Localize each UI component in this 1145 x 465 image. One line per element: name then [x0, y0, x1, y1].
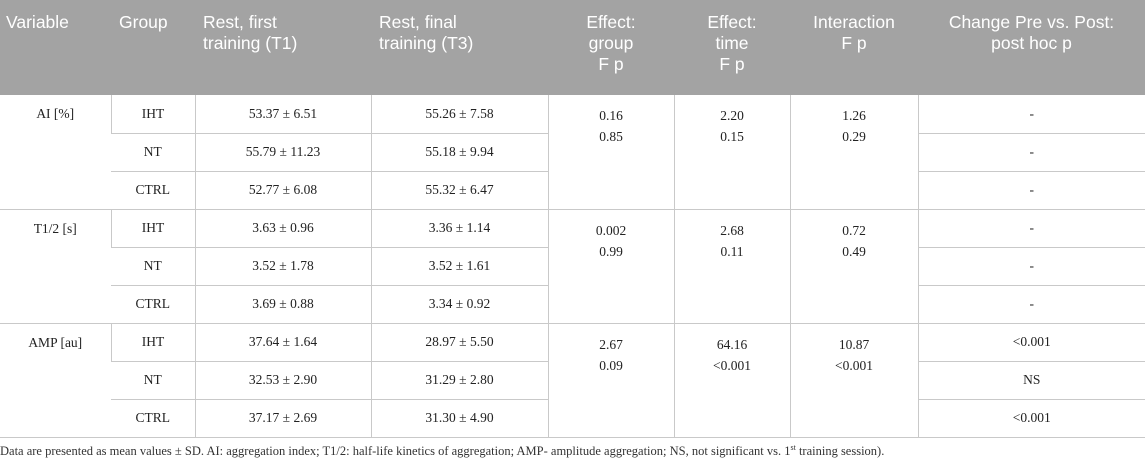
t3-cell: 28.97 ± 5.50 — [370, 323, 548, 362]
header-row: Variable Group Rest, first training (T1)… — [0, 0, 1145, 95]
interaction-cell: 1.26 0.29 — [789, 95, 918, 210]
footnote-superscript: st — [790, 443, 796, 452]
table-row: CTRL 3.69 ± 0.88 3.34 ± 0.92 - — [0, 285, 1145, 324]
group-effect-cell: 0.002 0.99 — [547, 209, 674, 324]
posthoc-cell: - — [917, 171, 1145, 210]
table-row: AI [%] IHT 53.37 ± 6.51 55.26 ± 7.58 0.1… — [0, 95, 1145, 210]
time-effect-cell: 2.20 0.15 — [673, 95, 790, 210]
group-effect-cell: 2.67 0.09 — [547, 323, 674, 438]
header-variable: Variable — [0, 0, 111, 95]
group-cell: IHT — [110, 323, 195, 362]
group-cell: IHT — [110, 209, 195, 248]
t3-cell: 55.26 ± 7.58 — [370, 95, 548, 134]
posthoc-cell: - — [917, 209, 1145, 248]
t1-cell: 55.79 ± 11.23 — [194, 133, 371, 172]
t3-cell: 55.18 ± 9.94 — [370, 133, 548, 172]
table-body: AI [%] IHT 53.37 ± 6.51 55.26 ± 7.58 0.1… — [0, 95, 1145, 438]
time-effect-cell: 64.16 <0.001 — [673, 323, 790, 438]
t3-cell: 55.32 ± 6.47 — [370, 171, 548, 210]
posthoc-cell: <0.001 — [917, 323, 1145, 362]
t3-cell: 31.29 ± 2.80 — [370, 361, 548, 400]
header-interaction: Interaction F p — [790, 0, 918, 95]
footnote-text-end: training session). — [795, 444, 885, 459]
results-table: Variable Group Rest, first training (T1)… — [0, 0, 1145, 438]
header-rest-first-training: Rest, first training (T1) — [195, 0, 371, 95]
table-row: CTRL 52.77 ± 6.08 55.32 ± 6.47 - — [0, 171, 1145, 210]
time-effect-cell: 2.68 0.11 — [673, 209, 790, 324]
header-effect-group: Effect: group F p — [548, 0, 674, 95]
variable-cell: AI [%] — [0, 95, 111, 210]
t1-cell: 32.53 ± 2.90 — [194, 361, 371, 400]
footnote-text: Data are presented as mean values ± SD. … — [0, 444, 791, 459]
posthoc-cell: <0.001 — [917, 399, 1145, 438]
table-row: NT 32.53 ± 2.90 31.29 ± 2.80 NS — [0, 361, 1145, 400]
group-cell: NT — [111, 247, 195, 286]
t1-cell: 3.63 ± 0.96 — [194, 209, 371, 248]
posthoc-cell: NS — [917, 361, 1145, 400]
group-cell: CTRL — [111, 285, 195, 324]
table-row: AMP [au] IHT 37.64 ± 1.64 28.97 ± 5.50 2… — [0, 323, 1145, 438]
variable-cell: T1/2 [s] — [0, 209, 111, 324]
group-cell: NT — [111, 133, 195, 172]
group-cell: IHT — [110, 95, 195, 134]
header-rest-final-training: Rest, final training (T3) — [371, 0, 548, 95]
group-cell: NT — [111, 361, 195, 400]
t1-cell: 52.77 ± 6.08 — [194, 171, 371, 210]
t1-cell: 53.37 ± 6.51 — [194, 95, 371, 134]
variable-cell: AMP [au] — [0, 323, 111, 438]
t3-cell: 3.52 ± 1.61 — [370, 247, 548, 286]
interaction-cell: 0.72 0.49 — [789, 209, 918, 324]
header-group: Group — [111, 0, 195, 95]
table-row: CTRL 37.17 ± 2.69 31.30 ± 4.90 <0.001 — [0, 399, 1145, 438]
t3-cell: 31.30 ± 4.90 — [370, 399, 548, 438]
posthoc-cell: - — [917, 285, 1145, 324]
table-row: NT 55.79 ± 11.23 55.18 ± 9.94 - — [0, 133, 1145, 172]
t1-cell: 37.64 ± 1.64 — [194, 323, 371, 362]
table-row: NT 3.52 ± 1.78 3.52 ± 1.61 - — [0, 247, 1145, 286]
posthoc-cell: - — [917, 247, 1145, 286]
group-cell: CTRL — [111, 399, 195, 438]
posthoc-cell: - — [917, 133, 1145, 172]
t1-cell: 3.69 ± 0.88 — [194, 285, 371, 324]
t1-cell: 37.17 ± 2.69 — [194, 399, 371, 438]
group-effect-cell: 0.16 0.85 — [547, 95, 674, 210]
t3-cell: 3.36 ± 1.14 — [370, 209, 548, 248]
table-header: Variable Group Rest, first training (T1)… — [0, 0, 1145, 95]
table-footnote: Data are presented as mean values ± SD. … — [0, 443, 1145, 459]
interaction-cell: 10.87 <0.001 — [789, 323, 918, 438]
header-change-pre-post: Change Pre vs. Post: post hoc p — [918, 0, 1145, 95]
header-effect-time: Effect: time F p — [674, 0, 790, 95]
t1-cell: 3.52 ± 1.78 — [194, 247, 371, 286]
group-cell: CTRL — [111, 171, 195, 210]
posthoc-cell: - — [917, 95, 1145, 134]
t3-cell: 3.34 ± 0.92 — [370, 285, 548, 324]
table-row: T1/2 [s] IHT 3.63 ± 0.96 3.36 ± 1.14 0.0… — [0, 209, 1145, 324]
